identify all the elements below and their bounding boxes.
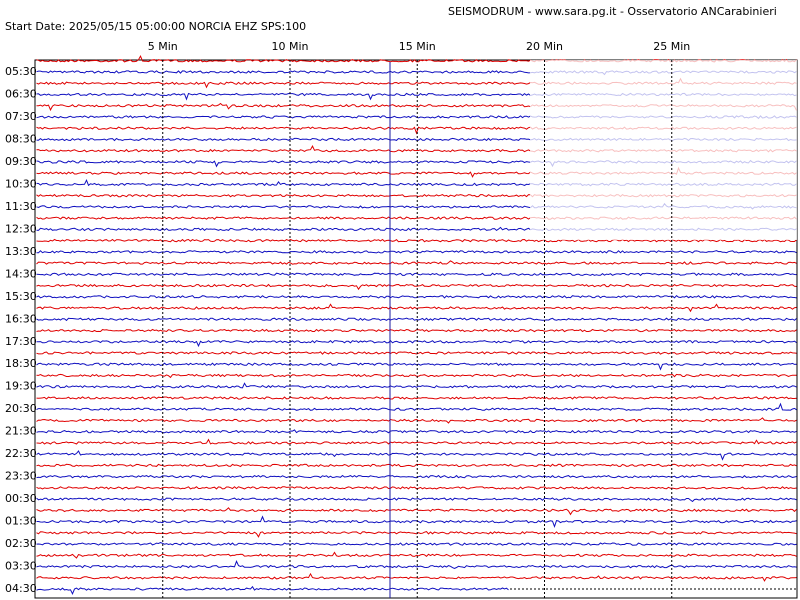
x-tick-label: 15 Min — [399, 40, 436, 53]
row-label: 21:30 — [5, 425, 37, 438]
row-label: 10:30 — [5, 177, 37, 190]
trace — [36, 272, 797, 277]
row-label: 04:30 — [5, 582, 37, 595]
header-title: SEISMODRUM - www.sara.pg.it - Osservator… — [448, 5, 777, 18]
logo-overlay — [530, 60, 797, 240]
x-tick-label: 20 Min — [526, 40, 563, 53]
trace — [36, 585, 509, 596]
row-label: 17:30 — [5, 335, 37, 348]
trace — [36, 542, 797, 546]
trace — [36, 438, 797, 445]
start-info: Start Date: 2025/05/15 05:00:00 NORCIA E… — [5, 20, 306, 33]
trace — [36, 382, 797, 389]
trace — [36, 551, 797, 559]
row-label: 11:30 — [5, 200, 37, 213]
x-tick-label: 10 Min — [271, 40, 308, 53]
row-label: 22:30 — [5, 447, 37, 460]
row-label: 19:30 — [5, 380, 37, 393]
row-label: 09:30 — [5, 155, 37, 168]
trace — [36, 328, 797, 333]
row-label: 13:30 — [5, 245, 37, 258]
x-tick-label: 5 Min — [148, 40, 178, 53]
trace — [36, 260, 797, 265]
row-label: 15:30 — [5, 290, 37, 303]
row-label: 00:30 — [5, 492, 37, 505]
trace — [36, 373, 797, 379]
trace — [36, 250, 797, 254]
trace — [36, 303, 797, 313]
row-label: 18:30 — [5, 357, 37, 370]
plot-frame — [34, 59, 798, 599]
row-label: 14:30 — [5, 267, 37, 280]
x-tick-label: 25 Min — [653, 40, 690, 53]
row-label: 03:30 — [5, 560, 37, 573]
row-label: 12:30 — [5, 222, 37, 235]
row-label: 23:30 — [5, 470, 37, 483]
row-label: 06:30 — [5, 87, 37, 100]
trace — [36, 486, 797, 490]
row-label: 02:30 — [5, 537, 37, 550]
row-label: 05:30 — [5, 65, 37, 78]
row-label: 01:30 — [5, 515, 37, 528]
row-label: 16:30 — [5, 312, 37, 325]
row-label: 07:30 — [5, 110, 37, 123]
trace — [36, 559, 797, 570]
trace — [36, 474, 797, 479]
row-label: 08:30 — [5, 132, 37, 145]
row-label: 20:30 — [5, 402, 37, 415]
trace — [36, 515, 797, 528]
trace — [36, 497, 797, 503]
trace — [36, 317, 797, 322]
